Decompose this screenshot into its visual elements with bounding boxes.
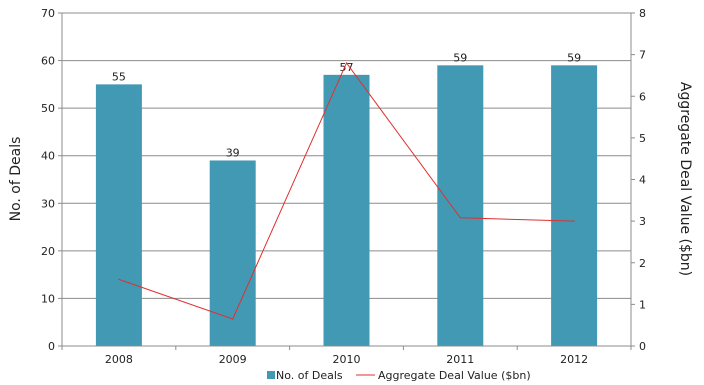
right-tick-label: 1 bbox=[639, 298, 646, 311]
bar bbox=[437, 65, 484, 346]
bar bbox=[209, 160, 256, 346]
bar bbox=[323, 74, 370, 346]
legend-label-deals: No. of Deals bbox=[276, 369, 343, 382]
legend-label-value: Aggregate Deal Value ($bn) bbox=[378, 369, 531, 382]
line-point bbox=[459, 217, 461, 219]
right-tick-label: 4 bbox=[639, 174, 646, 187]
legend: No. of Deals Aggregate Deal Value ($bn) bbox=[267, 369, 531, 382]
bar bbox=[95, 84, 142, 346]
left-axis-title: No. of Deals bbox=[8, 137, 24, 222]
x-tick-label: 2012 bbox=[560, 353, 588, 366]
right-tick-label: 2 bbox=[639, 257, 646, 270]
bar-series bbox=[95, 65, 598, 346]
right-axis-title: Aggregate Deal Value ($bn) bbox=[677, 82, 693, 276]
line-point bbox=[118, 278, 120, 280]
bar bbox=[551, 65, 598, 346]
x-tick-label: 2008 bbox=[105, 353, 133, 366]
left-tick-label: 60 bbox=[41, 55, 55, 68]
x-axis-ticks: 2008 2009 2010 2011 2012 bbox=[61, 346, 632, 366]
right-tick-label: 8 bbox=[639, 7, 646, 20]
line-point bbox=[345, 62, 348, 64]
right-tick-label: 0 bbox=[639, 340, 646, 353]
x-tick-label: 2011 bbox=[446, 353, 474, 366]
left-tick-label: 50 bbox=[41, 102, 55, 115]
right-tick-label: 7 bbox=[639, 49, 646, 62]
left-tick-label: 0 bbox=[48, 340, 55, 353]
bar-data-label: 59 bbox=[567, 51, 581, 64]
line-point bbox=[232, 318, 234, 320]
bar-data-label: 59 bbox=[453, 51, 467, 64]
right-axis-ticks: 0 1 2 3 4 5 6 7 8 bbox=[631, 7, 646, 353]
bar-data-label: 55 bbox=[112, 70, 126, 83]
right-tick-label: 6 bbox=[639, 90, 646, 103]
left-axis-ticks: 0 10 20 30 40 50 60 70 bbox=[41, 7, 62, 353]
left-tick-label: 10 bbox=[41, 292, 55, 305]
line-point bbox=[573, 220, 575, 222]
line-series bbox=[118, 61, 575, 320]
left-tick-label: 40 bbox=[41, 150, 55, 163]
left-tick-label: 30 bbox=[41, 197, 55, 210]
x-tick-label: 2010 bbox=[333, 353, 361, 366]
right-tick-label: 3 bbox=[639, 215, 646, 228]
legend-swatch-deals bbox=[267, 371, 275, 379]
right-tick-label: 5 bbox=[639, 132, 646, 145]
left-tick-label: 20 bbox=[41, 245, 55, 258]
left-tick-label: 70 bbox=[41, 7, 55, 20]
bar-data-label: 39 bbox=[226, 146, 240, 159]
x-tick-label: 2009 bbox=[219, 353, 247, 366]
